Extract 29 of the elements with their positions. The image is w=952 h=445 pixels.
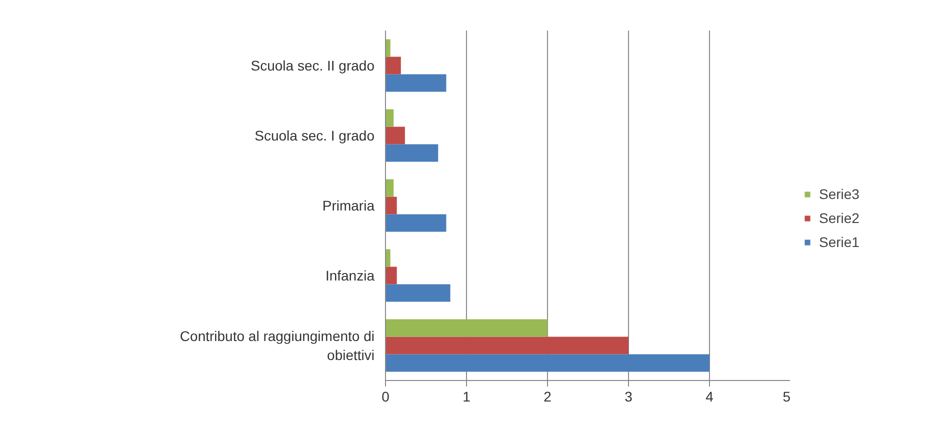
bar: [386, 249, 390, 267]
x-tick-label: 1: [462, 388, 471, 404]
y-tick-label: Scuola sec. II grado: [250, 58, 375, 74]
y-tick-label: Scuola sec. I grado: [254, 128, 375, 144]
y-tick-label: Infanzia: [325, 268, 375, 284]
bar: [386, 56, 401, 74]
bar: [386, 39, 390, 57]
bar: [386, 144, 438, 162]
bar: [386, 109, 394, 127]
legend-label: Serie3: [819, 186, 860, 202]
bar: [386, 196, 397, 214]
legend-label: Serie1: [819, 234, 860, 250]
x-tick-label: 2: [544, 388, 552, 404]
bar: [386, 354, 710, 372]
bar: [386, 336, 628, 354]
bar: [386, 266, 397, 284]
y-tick-label: Primaria: [322, 198, 375, 214]
bar: [386, 126, 405, 144]
x-tick-label: 0: [382, 388, 390, 404]
legend-label: Serie2: [819, 210, 860, 226]
x-tick-label: 4: [706, 388, 714, 404]
bar: [386, 284, 450, 302]
bar: [386, 319, 548, 337]
bar: [386, 179, 394, 197]
bar: [386, 74, 446, 92]
x-tick-label: 5: [782, 388, 791, 404]
x-tick-label: 3: [624, 388, 633, 404]
y-tick-label: Contributo al raggiungimento di obiettivi: [180, 328, 375, 364]
bar: [386, 214, 446, 232]
